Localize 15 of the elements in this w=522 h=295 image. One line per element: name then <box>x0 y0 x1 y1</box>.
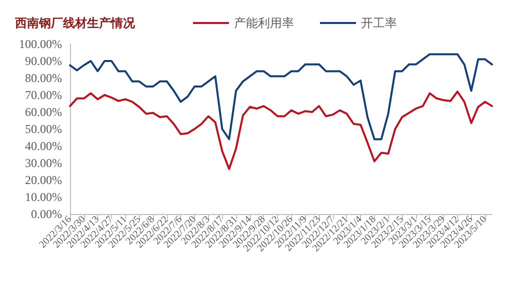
y-tick-label: 100.00% <box>19 37 62 51</box>
y-tick-label: 40.00% <box>25 139 62 153</box>
line-series <box>69 53 493 140</box>
y-tick-label: 90.00% <box>25 54 62 68</box>
legend-label: 产能利用率 <box>234 16 294 30</box>
y-tick-label: 30.00% <box>25 156 62 170</box>
legend-label: 开工率 <box>361 16 397 30</box>
y-tick-label: 80.00% <box>25 71 62 85</box>
y-tick-label: 50.00% <box>25 122 62 136</box>
y-tick-label: 70.00% <box>25 88 62 102</box>
line-series <box>69 90 493 170</box>
y-tick-label: 20.00% <box>25 173 62 187</box>
y-tick-label: 10.00% <box>25 190 62 204</box>
y-tick-label: 60.00% <box>25 105 62 119</box>
chart-title: 西南钢厂线材生产情况 <box>14 16 136 30</box>
